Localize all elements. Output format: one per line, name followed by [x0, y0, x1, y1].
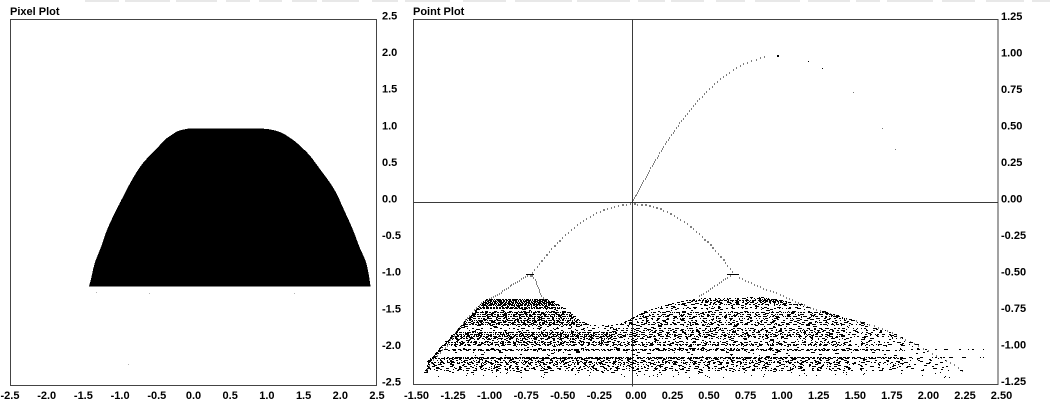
svg-text:0.25: 0.25: [662, 390, 683, 402]
svg-text:-1.5: -1.5: [74, 390, 93, 402]
svg-text:1.00: 1.00: [1001, 48, 1022, 60]
svg-text:1.0: 1.0: [382, 120, 397, 132]
svg-text:0.00: 0.00: [625, 390, 646, 402]
svg-text:-1.25: -1.25: [1001, 376, 1026, 388]
svg-text:-0.25: -0.25: [587, 390, 612, 402]
svg-text:0.0: 0.0: [382, 194, 397, 206]
svg-text:2.0: 2.0: [382, 47, 397, 59]
svg-text:0.5: 0.5: [382, 157, 397, 169]
svg-text:-2.0: -2.0: [382, 340, 401, 352]
svg-text:0.5: 0.5: [223, 390, 238, 402]
svg-text:-0.50: -0.50: [550, 390, 575, 402]
svg-text:-1.00: -1.00: [1001, 340, 1026, 352]
svg-text:1.25: 1.25: [808, 390, 829, 402]
svg-text:-1.0: -1.0: [382, 267, 401, 279]
svg-text:-2.5: -2.5: [382, 377, 401, 389]
svg-text:0.75: 0.75: [1001, 84, 1022, 96]
svg-text:2.5: 2.5: [369, 390, 384, 402]
svg-text:-1.50: -1.50: [404, 390, 429, 402]
svg-text:-1.25: -1.25: [441, 390, 466, 402]
svg-text:1.5: 1.5: [382, 84, 397, 96]
svg-text:2.50: 2.50: [991, 390, 1012, 402]
svg-text:-1.5: -1.5: [382, 303, 401, 315]
svg-text:1.25: 1.25: [1001, 11, 1022, 23]
svg-text:0.0: 0.0: [186, 390, 201, 402]
svg-text:-0.50: -0.50: [1001, 267, 1026, 279]
svg-text:-1.00: -1.00: [477, 390, 502, 402]
svg-text:-1.0: -1.0: [111, 390, 130, 402]
svg-text:2.0: 2.0: [333, 390, 348, 402]
svg-text:Pixel Plot: Pixel Plot: [10, 6, 60, 18]
svg-text:1.00: 1.00: [771, 390, 792, 402]
svg-text:-2.0: -2.0: [37, 390, 56, 402]
svg-text:2.5: 2.5: [382, 11, 397, 23]
svg-text:-0.5: -0.5: [147, 390, 166, 402]
svg-text:1.75: 1.75: [881, 390, 902, 402]
svg-text:-0.75: -0.75: [1001, 303, 1026, 315]
svg-text:0.00: 0.00: [1001, 194, 1022, 206]
svg-text:0.25: 0.25: [1001, 157, 1022, 169]
svg-text:Point Plot: Point Plot: [413, 6, 465, 18]
svg-text:-2.5: -2.5: [1, 390, 20, 402]
svg-text:0.50: 0.50: [698, 390, 719, 402]
svg-text:-0.5: -0.5: [382, 230, 401, 242]
svg-text:2.00: 2.00: [918, 390, 939, 402]
svg-text:0.75: 0.75: [735, 390, 756, 402]
svg-text:2.25: 2.25: [954, 390, 975, 402]
svg-text:1.0: 1.0: [259, 390, 274, 402]
svg-text:1.50: 1.50: [845, 390, 866, 402]
svg-text:0.50: 0.50: [1001, 121, 1022, 133]
svg-text:1.5: 1.5: [296, 390, 311, 402]
svg-text:-0.75: -0.75: [514, 390, 539, 402]
svg-text:-0.25: -0.25: [1001, 230, 1026, 242]
